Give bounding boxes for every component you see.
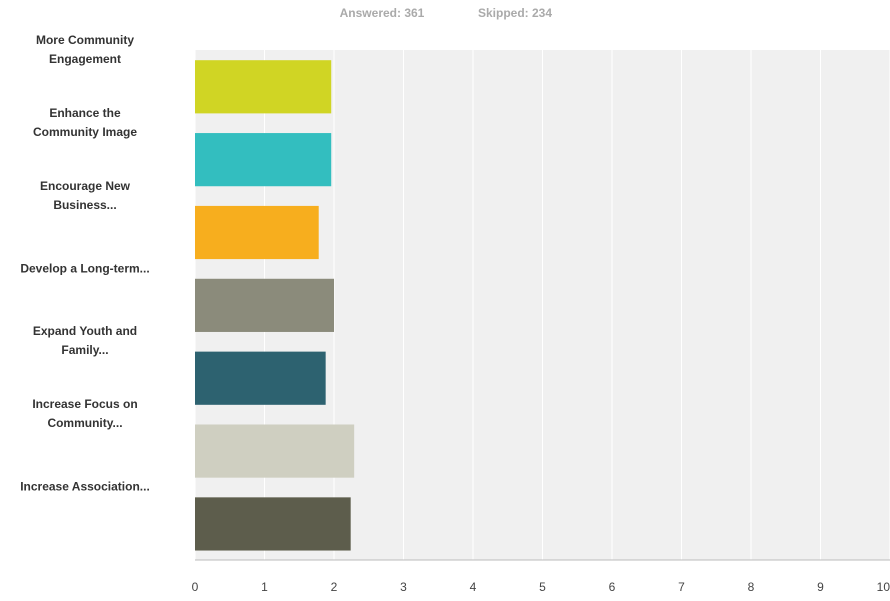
category-label: Expand Youth and Family...: [32, 324, 138, 358]
bar: [195, 205, 319, 260]
x-tick-label: 6: [609, 580, 616, 594]
x-tick-label: 10: [877, 580, 890, 594]
bar: [195, 497, 351, 551]
skipped: Skipped: 234: [478, 6, 552, 20]
category-label: Encourage New Business...: [39, 178, 131, 212]
x-tick-label: 8: [748, 580, 755, 594]
bar: [195, 351, 326, 405]
category-label: Increase Association...: [20, 479, 150, 494]
x-tick-label: 9: [817, 580, 824, 594]
category-label: Develop a Long-term...: [20, 261, 150, 276]
x-tick-label: 7: [678, 580, 685, 594]
answered: Answered: 361: [340, 6, 425, 20]
x-tick-label: 4: [470, 580, 477, 594]
bar: [195, 278, 334, 332]
x-tick-label: 0: [192, 580, 199, 594]
x-tick-label: 1: [261, 580, 268, 594]
bar: [195, 60, 332, 114]
bar: [195, 424, 355, 478]
category-label: More Community Engagement: [35, 33, 134, 66]
bar: [195, 133, 332, 187]
x-tick-label: 5: [539, 580, 546, 594]
category-label: Increase Focus on Community...: [32, 397, 138, 431]
x-tick-label: 2: [331, 580, 338, 594]
category-label: Enhance the Community Image: [32, 105, 137, 139]
x-tick-label: 3: [400, 580, 407, 594]
